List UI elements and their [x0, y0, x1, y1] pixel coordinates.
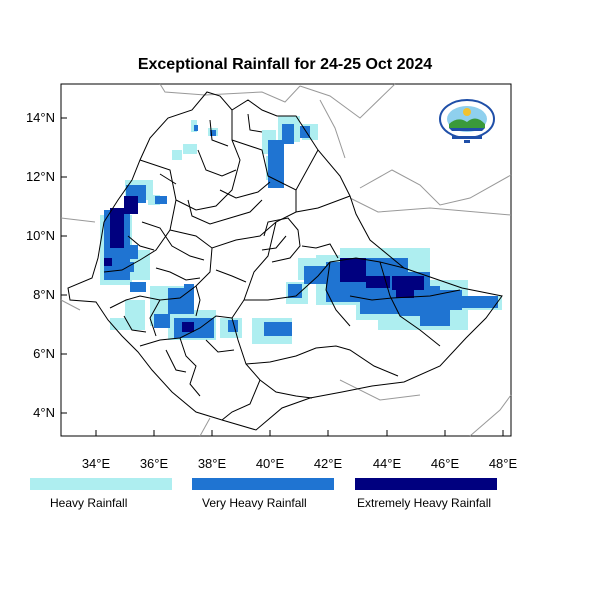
legend: Heavy Rainfall Very Heavy Rainfall Extre…	[0, 478, 600, 518]
country-borders	[67, 91, 503, 431]
legend-item-very-heavy: Very Heavy Rainfall	[192, 478, 334, 510]
neighbour-borders	[60, 83, 512, 437]
legend-swatch-extreme	[355, 478, 497, 490]
plot-frame	[60, 83, 512, 437]
lat-tick-label: 4°N	[33, 405, 55, 420]
legend-item-heavy: Heavy Rainfall	[30, 478, 172, 510]
legend-label-extreme: Extremely Heavy Rainfall	[357, 496, 492, 510]
extremely-heavy-rainfall-areas	[104, 196, 424, 332]
lon-tick-label: 44°E	[373, 456, 402, 471]
lon-tick-label: 34°E	[82, 456, 111, 471]
axis-ticks	[61, 117, 504, 436]
legend-item-extreme: Extremely Heavy Rainfall	[355, 478, 497, 510]
lon-tick-label: 40°E	[256, 456, 285, 471]
lat-tick-labels: 14°N 12°N 10°N 8°N 6°N 4°N	[26, 110, 55, 420]
lat-tick-label: 12°N	[26, 169, 55, 184]
legend-label-very-heavy: Very Heavy Rainfall	[202, 496, 307, 510]
lon-tick-label: 48°E	[489, 456, 518, 471]
lon-tick-labels: 34°E 36°E 38°E 40°E 42°E 44°E 46°E 48°E	[82, 456, 518, 471]
lat-tick-label: 8°N	[33, 287, 55, 302]
lon-tick-label: 36°E	[140, 456, 169, 471]
lon-tick-label: 42°E	[314, 456, 343, 471]
legend-swatch-very-heavy	[192, 478, 334, 490]
lat-tick-label: 6°N	[33, 346, 55, 361]
lon-tick-label: 38°E	[198, 456, 227, 471]
lon-tick-label: 46°E	[431, 456, 460, 471]
lat-tick-label: 14°N	[26, 110, 55, 125]
legend-swatch-heavy	[30, 478, 172, 490]
lat-tick-label: 10°N	[26, 228, 55, 243]
map-title: Exceptional Rainfall for 24-25 Oct 2024	[137, 56, 433, 73]
ethiopian-meteorology-institute-logo	[439, 99, 495, 143]
legend-label-heavy: Heavy Rainfall	[50, 496, 128, 510]
